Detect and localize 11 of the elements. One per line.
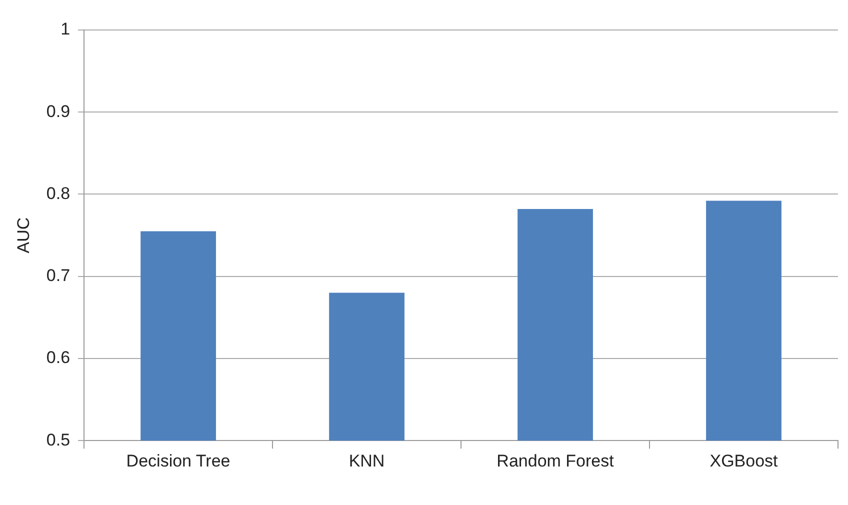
x-tick-label: XGBoost <box>710 451 778 470</box>
y-tick-label: 0.7 <box>46 266 70 286</box>
y-tick-label: 0.6 <box>46 348 70 368</box>
y-axis-title: AUC <box>14 217 33 254</box>
y-tick-label: 0.5 <box>46 430 70 450</box>
y-tick-label: 1 <box>60 20 70 39</box>
y-tick-label: 0.9 <box>46 102 70 121</box>
x-tick-label: KNN <box>348 451 385 470</box>
x-tick-label: Decision Tree <box>126 451 230 470</box>
x-tick-label: Random Forest <box>496 451 614 470</box>
y-tick-label: 0.8 <box>46 184 70 203</box>
